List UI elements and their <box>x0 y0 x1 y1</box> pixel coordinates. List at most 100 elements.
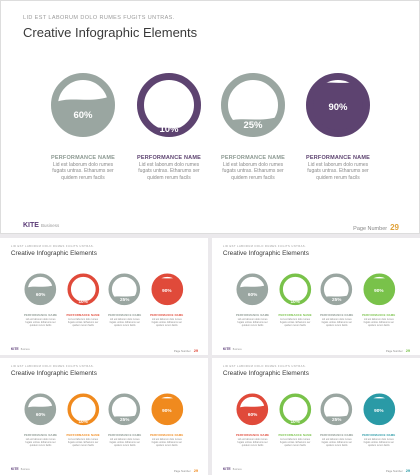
performance-name: PERFORMANCE NAME <box>108 314 142 318</box>
performance-name: PERFORMANCE NAME <box>278 434 312 438</box>
performance-description: Lid est laborum dolo rumes fugats untras… <box>237 317 268 327</box>
brand-logo-subtext: Business <box>40 223 60 228</box>
gauge-1 <box>236 393 269 426</box>
gauge-ring <box>108 393 141 426</box>
thumbnail-slide-red[interactable]: LID EST LABORUM DOLO RUMES FUGITS UNTRAS… <box>0 238 208 355</box>
gauge-ring <box>108 273 141 306</box>
page-number-label: Page Number <box>353 226 388 232</box>
performance-name: PERFORMANCE NAME <box>50 155 115 161</box>
page-number-value: 29 <box>193 467 199 473</box>
gauge-ring <box>67 393 99 426</box>
thumbnail-slide-green[interactable]: LID EST LABORUM DOLO RUMES FUGITS UNTRAS… <box>212 238 420 355</box>
gauge-1 <box>24 393 57 426</box>
page-number: Page Number 29 <box>386 468 410 473</box>
gauge-1 <box>51 73 115 137</box>
gauge-fill <box>152 276 181 304</box>
gauge-ring <box>279 393 311 426</box>
gauge-percent-label: 25% <box>243 119 263 131</box>
performance-description: Lid est laborum dolo rumes fugats untras… <box>138 162 200 181</box>
gauge-ring <box>362 393 395 426</box>
slide-title: Creative Infographic Elements <box>10 249 97 257</box>
performance-description: Lid est laborum dolo rumes fugats untras… <box>25 317 56 327</box>
performance-description: Lid est laborum dolo rumes fugats untras… <box>279 437 311 447</box>
gauge-percent-label: 60% <box>35 291 46 297</box>
performance-name: PERFORMANCE NAME <box>150 434 184 438</box>
slide-kicker: LID EST LABORUM DOLO RUMES FUGITS UNTRAS… <box>10 364 95 368</box>
brand-logo: KITE Business <box>223 347 242 351</box>
page-number-value: 29 <box>405 467 411 473</box>
gauge-ring <box>236 273 269 306</box>
performance-name: PERFORMANCE NAME <box>278 314 312 318</box>
gauge-percent-label: 90% <box>162 287 172 293</box>
gauge-ring <box>67 273 99 306</box>
gauge-4 <box>362 273 395 306</box>
page-number: Page Number 29 <box>174 468 198 473</box>
gauge-ring <box>320 393 353 426</box>
performance-name: PERFORMANCE NAME <box>23 434 58 438</box>
gauge-3 <box>320 393 353 426</box>
slide-kicker: LID EST LABORUM DOLO RUMES FUGITS UNTRAS… <box>222 244 307 248</box>
gauge-percent-label: 60% <box>73 110 93 122</box>
performance-name: PERFORMANCE NAME <box>23 314 58 318</box>
gauge-fill <box>152 396 181 424</box>
gauge-1 <box>24 273 57 306</box>
gauge-percent-label: 60% <box>35 411 46 417</box>
gauge-percent-label: 25% <box>332 416 342 422</box>
main-slide: LID EST LABORUM DOLO RUMES FUGITS UNTRAS… <box>0 0 420 234</box>
page-number-label: Page Number <box>385 469 403 473</box>
brand-logo-text: KITE <box>10 347 19 352</box>
performance-name: PERFORMANCE NAME <box>235 314 270 318</box>
gauge-ring <box>150 393 183 426</box>
brand-logo-subtext: Business <box>232 469 242 472</box>
gauge-4 <box>362 393 395 426</box>
slide-title: Creative Infographic Elements <box>222 249 309 257</box>
page-number-label: Page Number <box>173 349 191 353</box>
performance-description: Lid est laborum dolo rumes fugats untras… <box>151 437 182 447</box>
brand-logo: KITE Business <box>23 222 59 229</box>
brand-logo-text: KITE <box>23 222 39 229</box>
brand-logo-text: KITE <box>222 347 231 352</box>
performance-name: PERFORMANCE NAME <box>136 155 201 161</box>
gauge-percent-label: 90% <box>162 407 172 413</box>
slide-kicker: LID EST LABORUM DOLO RUMES FUGITS UNTRAS… <box>10 244 95 248</box>
performance-name: PERFORMANCE NAME <box>362 434 396 438</box>
thumbnail-slide-teal[interactable]: LID EST LABORUM DOLO RUMES FUGITS UNTRAS… <box>212 358 420 475</box>
brand-logo: KITE Business <box>11 467 30 471</box>
gauge-ring <box>150 273 183 306</box>
gauge-percent-label: 10% <box>78 298 88 304</box>
performance-name: PERFORMANCE NAME <box>320 434 354 438</box>
gauge-percent-label: 90% <box>374 287 384 293</box>
gauge-ring <box>320 273 353 306</box>
performance-name: PERFORMANCE NAME <box>305 155 370 161</box>
performance-description: Lid est laborum dolo rumes fugats untras… <box>222 162 284 181</box>
slide-title: Creative Infographic Elements <box>10 369 97 377</box>
gauge-ring <box>24 393 57 426</box>
brand-logo-text: KITE <box>222 467 231 472</box>
slide-title: Creative Infographic Elements <box>222 369 309 377</box>
slide-kicker: LID EST LABORUM DOLO RUMES FUGITS UNTRAS… <box>222 364 307 368</box>
performance-description: Lid est laborum dolo rumes fugats untras… <box>151 317 182 327</box>
gauge-2 <box>67 273 99 306</box>
page-number-value: 29 <box>405 347 411 353</box>
gauge-ring <box>51 73 115 137</box>
performance-description: Lid est laborum dolo rumes fugats untras… <box>307 162 369 181</box>
gauge-3 <box>320 273 353 306</box>
performance-description: Lid est laborum dolo rumes fugats untras… <box>67 437 99 447</box>
gauge-percent-label: 60% <box>247 411 258 417</box>
performance-name: PERFORMANCE NAME <box>220 155 285 161</box>
page-number-value: 29 <box>193 347 199 353</box>
performance-description: Lid est laborum dolo rumes fugats untras… <box>363 317 394 327</box>
page-number: Page Number 29 <box>174 348 198 353</box>
performance-name: PERFORMANCE NAME <box>362 314 396 318</box>
performance-description: Lid est laborum dolo rumes fugats untras… <box>237 437 268 447</box>
gauge-fill <box>364 396 393 424</box>
performance-description: Lid est laborum dolo rumes fugats untras… <box>109 317 140 327</box>
brand-logo-subtext: Business <box>20 469 30 472</box>
gauge-ring <box>362 273 395 306</box>
page-number: Page Number 29 <box>353 223 399 232</box>
gauge-percent-label: 90% <box>374 407 384 413</box>
thumbnail-slide-orange[interactable]: LID EST LABORUM DOLO RUMES FUGITS UNTRAS… <box>0 358 208 475</box>
gauge-ring <box>137 73 201 137</box>
gauge-fill <box>364 276 393 304</box>
gauge-4 <box>150 273 183 306</box>
